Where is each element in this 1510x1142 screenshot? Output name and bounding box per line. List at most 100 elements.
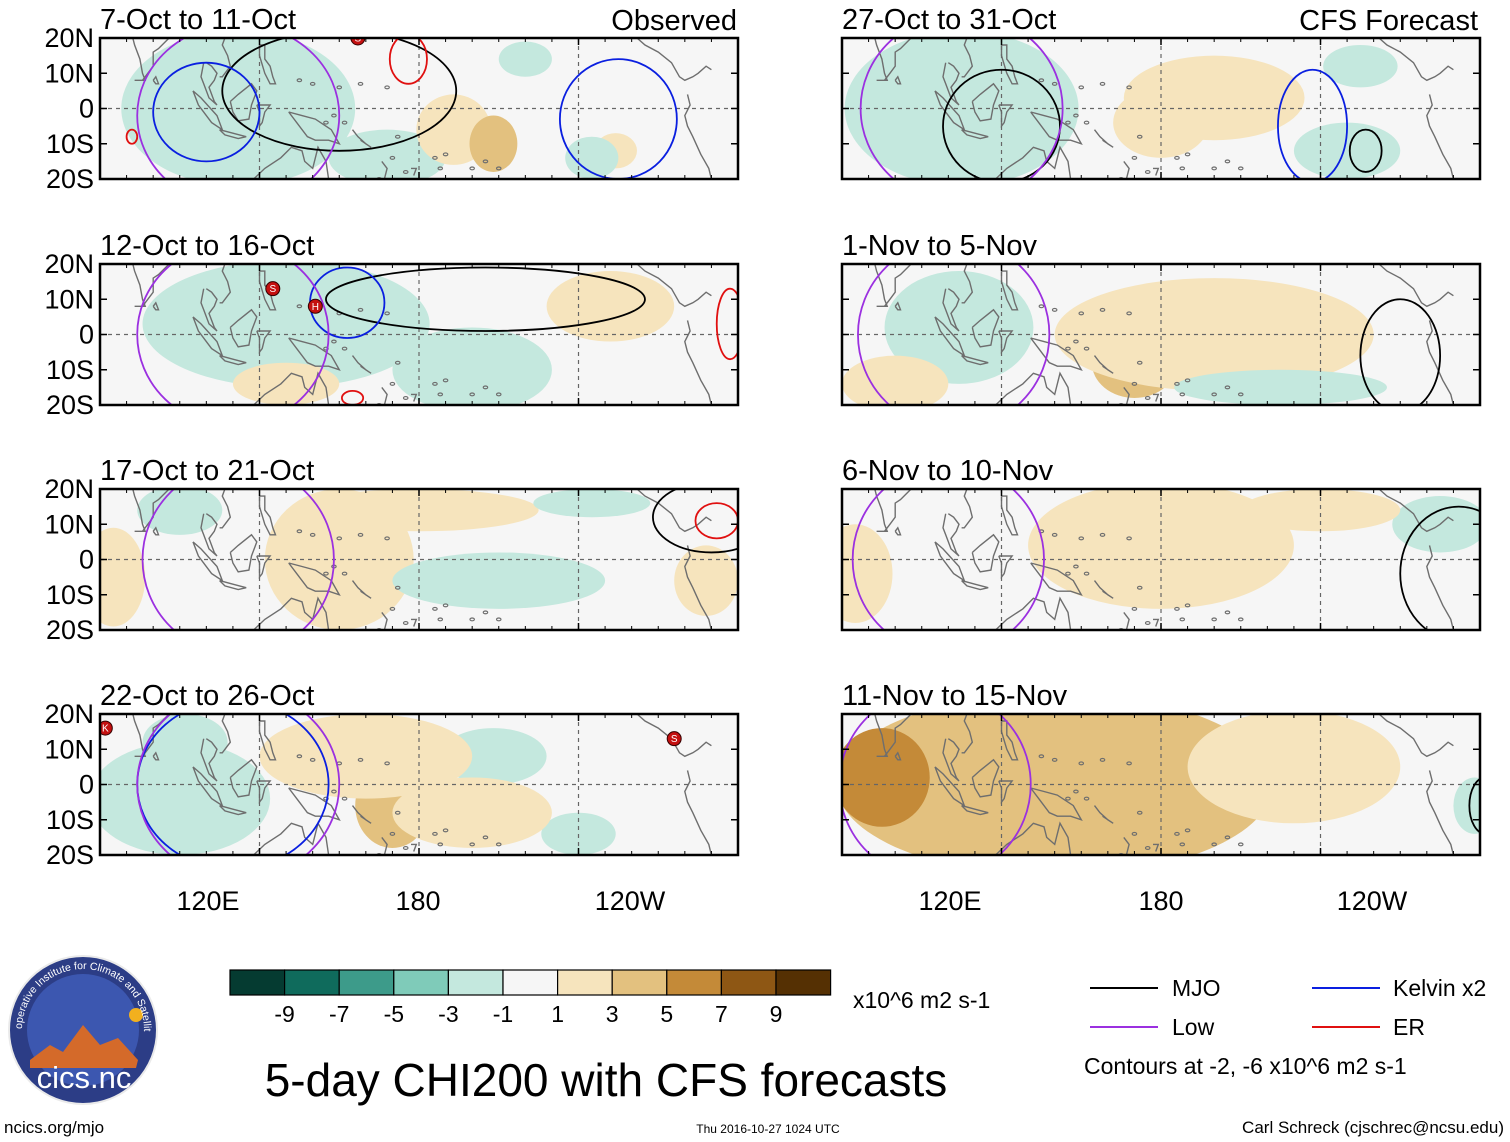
coastline bbox=[961, 804, 989, 816]
coastline bbox=[998, 555, 1014, 580]
chi200-shading bbox=[1174, 369, 1387, 405]
island bbox=[1083, 120, 1090, 125]
coastline bbox=[1093, 805, 1114, 824]
coastline bbox=[1000, 270, 1019, 311]
chi200-shading bbox=[842, 355, 949, 405]
island bbox=[1131, 831, 1138, 836]
storm-icon bbox=[307, 298, 323, 314]
coastline bbox=[684, 770, 713, 855]
lon-axis-right: 120E 180 120W bbox=[918, 886, 1407, 916]
island bbox=[1136, 360, 1143, 365]
island bbox=[1073, 113, 1079, 118]
coastline bbox=[1378, 38, 1454, 82]
storm-icon bbox=[350, 38, 366, 46]
coastline bbox=[636, 264, 712, 308]
colorbar-swatch bbox=[666, 969, 722, 996]
figure-title: 5-day CHI200 with CFS forecasts bbox=[265, 1054, 948, 1106]
coastline bbox=[982, 821, 1072, 855]
lon-tick-label: 120W bbox=[1337, 886, 1408, 916]
coastline bbox=[894, 301, 902, 311]
island bbox=[341, 796, 348, 801]
island bbox=[394, 585, 401, 590]
mjo-contour bbox=[325, 266, 646, 332]
forecast-header: CFS Forecast bbox=[1299, 5, 1478, 37]
coastline bbox=[961, 579, 989, 591]
island bbox=[1038, 304, 1045, 309]
island bbox=[309, 532, 316, 537]
coastline bbox=[411, 843, 418, 852]
island bbox=[1131, 606, 1138, 611]
lat-tick-label: 0 bbox=[79, 770, 94, 800]
panel-content: KS bbox=[100, 714, 738, 855]
island bbox=[432, 606, 438, 611]
island bbox=[1144, 395, 1151, 400]
island bbox=[495, 166, 502, 171]
island bbox=[1078, 536, 1085, 541]
chi200-shading bbox=[1240, 489, 1401, 532]
island bbox=[1136, 585, 1143, 590]
chi200-shading bbox=[842, 728, 930, 827]
chi200-shading bbox=[498, 41, 552, 77]
island bbox=[1237, 842, 1244, 847]
coastline bbox=[1378, 264, 1454, 308]
legend: MJO Kelvin x2 Low ER Contours at -2, -6 … bbox=[1084, 975, 1486, 1079]
coastline bbox=[1378, 489, 1454, 533]
coastline bbox=[894, 526, 902, 536]
coastline bbox=[240, 371, 330, 405]
island bbox=[384, 85, 390, 90]
mjo-contour bbox=[221, 38, 458, 152]
coastline bbox=[971, 82, 1000, 122]
coastline bbox=[684, 94, 713, 179]
coastline bbox=[200, 288, 218, 332]
coastline bbox=[874, 38, 889, 81]
island bbox=[1065, 796, 1071, 801]
island bbox=[309, 757, 316, 762]
island bbox=[1078, 311, 1085, 316]
island bbox=[341, 346, 348, 351]
coastline bbox=[961, 714, 974, 754]
chi200-shading bbox=[1323, 45, 1398, 88]
coastline bbox=[961, 489, 974, 529]
coastline bbox=[684, 320, 713, 405]
colorbar-tick-label: 1 bbox=[551, 1001, 564, 1027]
chi200-shading bbox=[259, 714, 473, 799]
chi200-shading bbox=[842, 714, 1273, 855]
coastline bbox=[192, 316, 224, 358]
legend-label-kelvin: Kelvin x2 bbox=[1393, 975, 1486, 1001]
coastline bbox=[229, 533, 258, 573]
footer-url: ncics.org/mjo bbox=[4, 1118, 104, 1137]
island bbox=[1184, 378, 1191, 383]
coastline bbox=[200, 513, 218, 557]
coastline bbox=[219, 264, 232, 304]
island bbox=[1237, 166, 1244, 171]
chi200-shading bbox=[1187, 714, 1401, 824]
island bbox=[1051, 307, 1058, 312]
island bbox=[437, 617, 444, 622]
er-contour bbox=[694, 502, 738, 540]
island bbox=[469, 166, 475, 171]
coastline bbox=[200, 738, 218, 782]
coastline bbox=[256, 555, 272, 580]
colorbar-swatch bbox=[775, 969, 832, 996]
storm-label: S bbox=[355, 34, 362, 45]
island bbox=[442, 828, 449, 833]
island bbox=[1136, 810, 1143, 815]
lat-tick-label: 10S bbox=[46, 580, 94, 610]
island bbox=[495, 842, 502, 847]
coastline bbox=[240, 596, 330, 630]
coastline bbox=[1426, 770, 1455, 855]
coastline bbox=[998, 780, 1014, 805]
coastline bbox=[288, 562, 341, 597]
island bbox=[1184, 152, 1191, 157]
island bbox=[1126, 761, 1132, 766]
island bbox=[1179, 166, 1186, 171]
coastline bbox=[1123, 386, 1130, 405]
island bbox=[389, 606, 396, 611]
map-panel: S 20N 10N 0 10S 20S 7-Oct to 11-Oct bbox=[44, 4, 740, 194]
colorbar-swatch bbox=[502, 969, 559, 996]
coastline bbox=[883, 38, 912, 81]
island bbox=[1099, 81, 1106, 86]
island bbox=[331, 789, 337, 794]
panel-content bbox=[842, 714, 1480, 855]
